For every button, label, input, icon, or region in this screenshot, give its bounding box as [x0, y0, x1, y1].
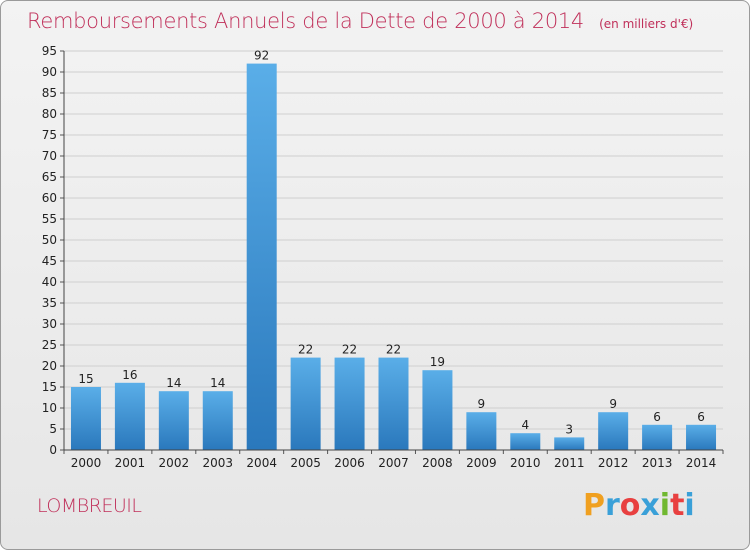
commune-name: LOMBREUIL — [37, 495, 142, 517]
logo-letter: t — [670, 488, 685, 523]
y-tick-label: 50 — [42, 233, 57, 247]
y-tick-label: 80 — [42, 107, 57, 121]
bar-2005 — [290, 357, 321, 450]
y-tick-label: 0 — [49, 443, 57, 457]
y-tick-label: 60 — [42, 191, 57, 205]
y-tick-label: 55 — [42, 212, 57, 226]
x-tick-label-2011: 2011 — [554, 456, 585, 470]
data-label-2012: 9 — [609, 397, 617, 411]
x-tick-label-2013: 2013 — [642, 456, 673, 470]
data-label-2014: 6 — [697, 410, 705, 424]
data-label-2006: 22 — [342, 343, 357, 357]
bar-2000 — [70, 387, 101, 450]
data-label-2002: 14 — [166, 376, 181, 390]
bar-2011 — [554, 437, 585, 450]
bar-2007 — [378, 357, 409, 450]
y-tick-label: 20 — [42, 359, 57, 373]
bar-2003 — [202, 391, 233, 450]
y-axis-ticks: 0 5 10 15 20 25 30 35 40 45 50 55 60 65 70 75 80 85 90 95 — [42, 44, 64, 457]
data-label-2011: 3 — [565, 422, 573, 436]
data-label-2008: 19 — [430, 355, 445, 369]
bar-2002 — [158, 391, 189, 450]
data-label-2007: 22 — [386, 343, 401, 357]
y-tick-label: 95 — [42, 44, 57, 58]
y-tick-label: 85 — [42, 86, 57, 100]
x-tick-label-2001: 2001 — [115, 456, 146, 470]
logo-letter: i — [684, 488, 695, 523]
y-tick-label: 65 — [42, 170, 57, 184]
x-tick-label-2006: 2006 — [334, 456, 365, 470]
logo-letter: r — [605, 488, 620, 523]
chart-title: Remboursements Annuels de la Dette de 20… — [27, 9, 693, 33]
y-tick-label: 30 — [42, 317, 57, 331]
data-label-2001: 16 — [122, 368, 137, 382]
bar-2010 — [510, 433, 541, 450]
bar-2014 — [686, 424, 717, 450]
x-tick-label-2002: 2002 — [159, 456, 190, 470]
x-tick-label-2012: 2012 — [598, 456, 629, 470]
y-tick-label: 25 — [42, 338, 57, 352]
bar-2004 — [246, 63, 277, 450]
logo-letter: o — [619, 488, 641, 523]
data-label-2010: 4 — [521, 418, 529, 432]
data-label-2004: 92 — [254, 49, 269, 63]
x-tick-label-2000: 2000 — [71, 456, 102, 470]
x-tick-label-2003: 2003 — [202, 456, 233, 470]
bar-2009 — [466, 412, 497, 450]
y-tick-label: 15 — [42, 380, 57, 394]
logo-letter: x — [640, 488, 660, 523]
data-label-2003: 14 — [210, 376, 225, 390]
y-tick-label: 70 — [42, 149, 57, 163]
logo-letter: i — [659, 488, 671, 523]
data-label-2013: 6 — [653, 410, 661, 424]
x-tick-label-2009: 2009 — [466, 456, 497, 470]
x-tick-label-2005: 2005 — [290, 456, 321, 470]
bar-2012 — [598, 412, 629, 450]
y-tick-label: 5 — [49, 422, 57, 436]
bar-2006 — [334, 357, 365, 450]
y-tick-label: 40 — [42, 275, 57, 289]
bars — [70, 63, 717, 450]
data-label-2009: 9 — [478, 397, 486, 411]
x-tick-label-2014: 2014 — [686, 456, 717, 470]
data-labels: 15 16 14 14 92 22 22 22 19 9 4 3 9 6 6 — [78, 49, 705, 437]
y-tick-label: 75 — [42, 128, 57, 142]
data-label-2005: 22 — [298, 343, 313, 357]
x-tick-label-2007: 2007 — [378, 456, 409, 470]
bar-2013 — [642, 424, 673, 450]
bar-2001 — [114, 382, 145, 450]
y-tick-label: 45 — [42, 254, 57, 268]
data-label-2000: 15 — [78, 372, 93, 386]
proxiti-logo: Proxiti — [583, 488, 695, 523]
y-tick-label: 90 — [42, 65, 57, 79]
x-tick-label-2004: 2004 — [246, 456, 277, 470]
title-unit: (en milliers d'€) — [599, 17, 694, 31]
logo-letter: P — [583, 488, 605, 523]
axes — [63, 51, 723, 451]
title-main: Remboursements Annuels de la Dette de 20… — [27, 9, 584, 33]
y-tick-label: 35 — [42, 296, 57, 310]
y-tick-label: 10 — [42, 401, 57, 415]
x-axis-ticks: 2000 2001 2002 2003 2004 2005 2006 2007 2008 2009… — [63, 450, 724, 470]
x-tick-label-2010: 2010 — [510, 456, 541, 470]
bar-2008 — [422, 370, 453, 450]
x-tick-label-2008: 2008 — [422, 456, 453, 470]
